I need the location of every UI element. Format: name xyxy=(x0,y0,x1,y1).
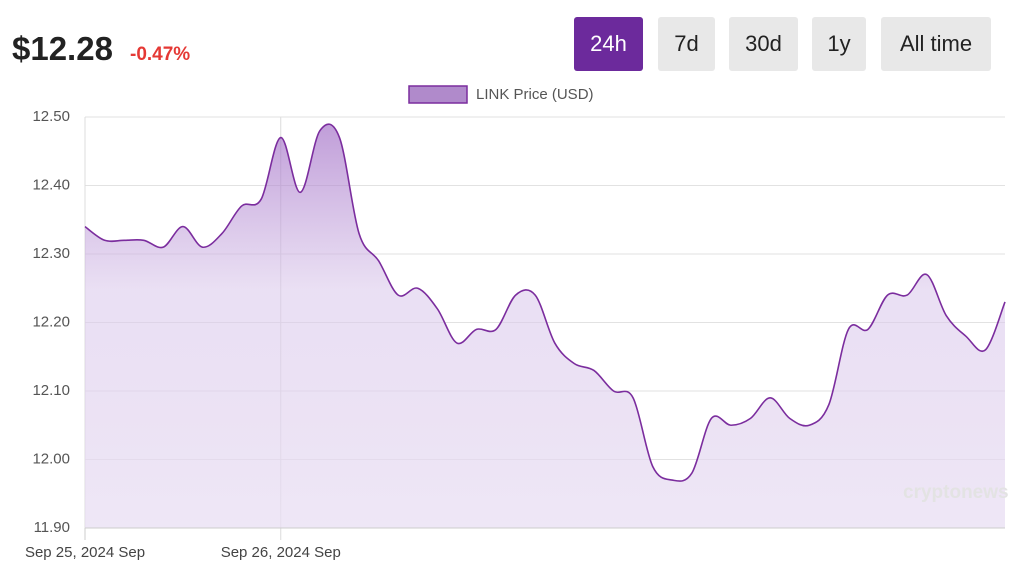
range-button[interactable]: 24h xyxy=(574,17,643,71)
y-tick-label: 12.10 xyxy=(32,382,70,399)
range-button[interactable]: All time xyxy=(881,17,991,71)
y-tick-label: 12.40 xyxy=(32,176,70,193)
y-tick-label: 12.00 xyxy=(32,450,70,467)
x-tick-label: Sep 26, 2024 Sep xyxy=(221,544,341,561)
price: $12.28 xyxy=(12,30,113,67)
range-button[interactable]: 30d xyxy=(729,17,798,71)
legend-label: LINK Price (USD) xyxy=(476,86,594,103)
area xyxy=(85,124,1005,528)
price-change: -0.47% xyxy=(130,44,191,65)
y-tick-label: 12.20 xyxy=(32,313,70,330)
range-button[interactable]: 7d xyxy=(658,17,715,71)
y-tick-label: 12.30 xyxy=(32,245,70,262)
y-tick-label: 12.50 xyxy=(32,108,70,125)
y-tick-label: 11.90 xyxy=(34,519,70,536)
x-tick-label: Sep 25, 2024 Sep xyxy=(25,544,145,561)
watermark: cryptonews xyxy=(903,482,1009,503)
line xyxy=(84,123,1006,482)
legend-swatch xyxy=(408,85,468,104)
range-button[interactable]: 1y xyxy=(812,17,866,71)
